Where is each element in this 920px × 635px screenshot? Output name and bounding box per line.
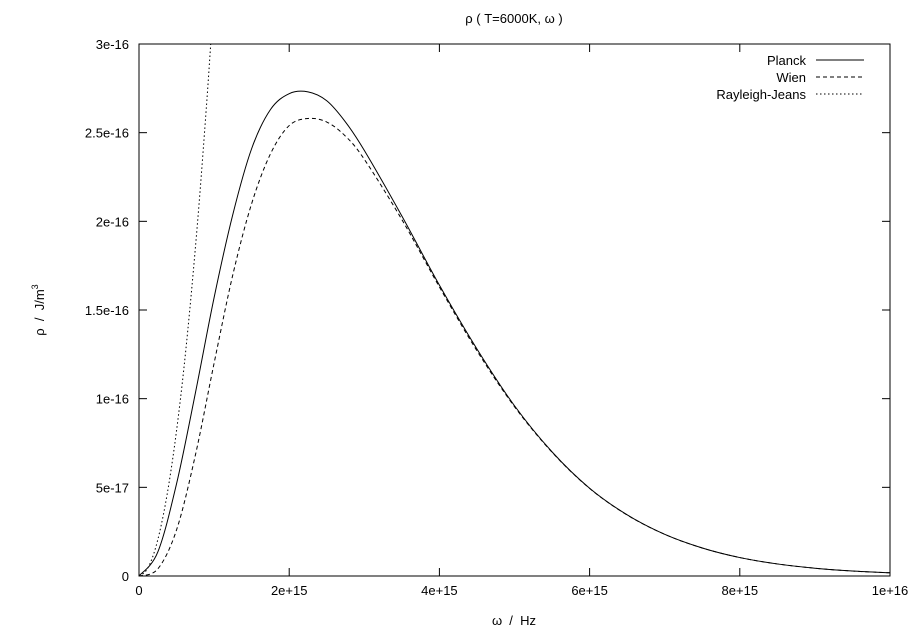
chart-title: ρ ( T=6000K, ω ) bbox=[465, 11, 562, 26]
y-tick-label: 0 bbox=[122, 569, 129, 584]
legend-label-wien: Wien bbox=[776, 70, 806, 85]
x-tick-label: 6e+15 bbox=[571, 583, 608, 598]
x-tick-label: 0 bbox=[135, 583, 142, 598]
legend-label-rayleigh-jeans: Rayleigh-Jeans bbox=[716, 87, 806, 102]
x-axis-label: ω / Hz bbox=[492, 613, 536, 628]
x-tick-label: 8e+15 bbox=[722, 583, 759, 598]
legend-label-planck: Planck bbox=[767, 53, 807, 68]
y-tick-label: 2.5e-16 bbox=[85, 126, 129, 141]
series-planck-line bbox=[139, 90, 890, 576]
y-tick-label: 2e-16 bbox=[96, 214, 129, 229]
plot-frame bbox=[138, 43, 891, 577]
y-axis-label-text: ρ / J/m bbox=[32, 289, 47, 335]
series-wien-line bbox=[139, 117, 890, 576]
ticks: 0 2e+15 4e+15 6e+15 8e+15 1e+16 0 5e-17 1e-16 1.5… bbox=[85, 37, 908, 598]
y-axis-label-superscript: 3 bbox=[30, 284, 40, 289]
y-axis-label: ρ / J/m3 bbox=[30, 284, 47, 335]
y-tick-label: 1.5e-16 bbox=[85, 303, 129, 318]
x-tick-label: 2e+15 bbox=[271, 583, 308, 598]
y-tick-label: 3e-16 bbox=[96, 37, 129, 52]
y-tick-label: 1e-16 bbox=[96, 392, 129, 407]
legend: Planck Wien Rayleigh-Jeans bbox=[716, 53, 864, 102]
series-rayleigh-jeans-line bbox=[139, 44, 212, 576]
x-tick-label: 1e+16 bbox=[872, 583, 909, 598]
x-tick-label: 4e+15 bbox=[421, 583, 458, 598]
plot-area bbox=[139, 44, 890, 576]
y-tick-label: 5e-17 bbox=[96, 480, 129, 495]
